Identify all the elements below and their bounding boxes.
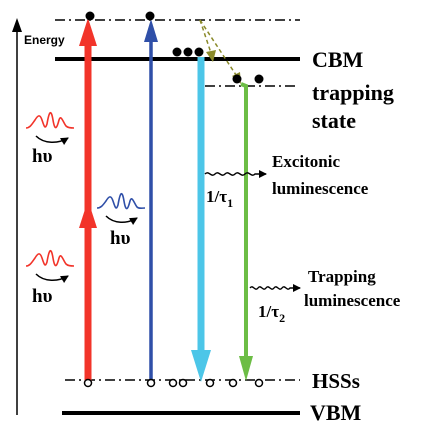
trapping-lum-label-2: luminescence — [304, 291, 401, 310]
photon-wave-icon — [25, 250, 75, 267]
hole — [146, 378, 156, 388]
energy-label: Energy — [24, 33, 65, 47]
trapping-lum-label-1: Trapping — [308, 267, 376, 286]
trapping-state-label-2: state — [312, 108, 356, 133]
electron — [232, 74, 242, 84]
hole — [205, 378, 215, 388]
hole — [178, 378, 188, 388]
trapping-emission-squiggle — [249, 284, 301, 292]
hole — [168, 378, 178, 388]
cbm-label: CBM — [312, 47, 364, 72]
photon-curved-arrow — [35, 135, 69, 146]
energy-axis-arrowhead — [12, 18, 22, 32]
photon-wave-icon — [96, 193, 146, 210]
photon-wave-icon — [25, 112, 75, 129]
red-arrowhead-top — [79, 18, 97, 46]
excitonic-emission-squiggle — [204, 170, 267, 178]
electron — [254, 74, 264, 84]
trapping-emission-arrow — [240, 82, 248, 358]
hole — [83, 378, 93, 388]
excitonic-arrowhead — [191, 350, 211, 382]
electron — [85, 11, 95, 21]
photon-curved-arrow — [105, 215, 138, 226]
blue-arrowhead — [144, 19, 158, 42]
photon-label-1: hυ — [32, 146, 53, 167]
photon-curved-arrow — [35, 273, 69, 284]
electron — [183, 47, 193, 57]
relaxation-arrowhead-1 — [206, 50, 216, 62]
vbm-label: VBM — [310, 400, 362, 425]
trapping-state-label-1: trapping — [312, 80, 394, 105]
trapping-arrowhead — [239, 356, 253, 381]
relaxation-dashed-1 — [199, 19, 213, 57]
hsss-label: HSSs — [312, 369, 360, 393]
excitonic-label-2: luminescence — [272, 179, 369, 198]
rate-1-label: 1/τ1 — [206, 187, 233, 210]
excitonic-label-1: Excitonic — [272, 152, 340, 171]
red-arrowhead-mid — [79, 200, 97, 228]
photon-label-2: hυ — [110, 228, 131, 249]
electron — [194, 47, 204, 57]
hole — [254, 378, 264, 388]
electron — [145, 11, 155, 21]
hole — [228, 378, 238, 388]
relaxation-dashed-2 — [199, 19, 239, 79]
rate-2-label: 1/τ2 — [258, 302, 285, 325]
electron — [172, 47, 182, 57]
photon-label-3: hυ — [32, 286, 53, 307]
